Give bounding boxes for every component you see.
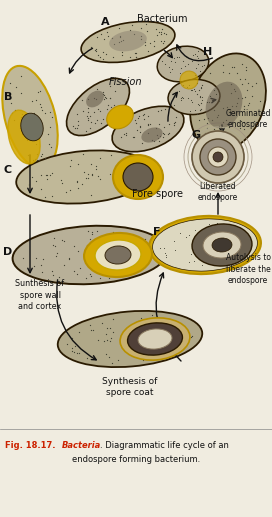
Text: Germinated
endospore: Germinated endospore <box>225 109 271 129</box>
Ellipse shape <box>149 216 261 274</box>
Ellipse shape <box>67 79 129 135</box>
Text: D: D <box>3 247 13 257</box>
Ellipse shape <box>13 226 167 284</box>
Ellipse shape <box>8 110 40 164</box>
Text: . Diagrammatic life cycle of an: . Diagrammatic life cycle of an <box>100 440 229 449</box>
Circle shape <box>208 147 228 167</box>
Ellipse shape <box>206 82 242 128</box>
Ellipse shape <box>16 150 154 204</box>
Ellipse shape <box>112 107 184 152</box>
Text: Fission: Fission <box>108 77 142 87</box>
Ellipse shape <box>2 66 58 168</box>
Ellipse shape <box>190 53 266 150</box>
Text: Synthesis of
spore coat: Synthesis of spore coat <box>102 377 158 397</box>
Ellipse shape <box>95 240 141 270</box>
Ellipse shape <box>86 90 104 108</box>
Ellipse shape <box>58 311 202 367</box>
Ellipse shape <box>105 246 131 264</box>
Ellipse shape <box>180 71 198 89</box>
Ellipse shape <box>109 31 147 51</box>
Ellipse shape <box>141 127 163 143</box>
Text: F: F <box>153 227 161 237</box>
Text: Fore spore: Fore spore <box>132 189 184 199</box>
Text: A: A <box>101 17 109 27</box>
Text: Liberated
endospore: Liberated endospore <box>198 182 238 202</box>
Ellipse shape <box>113 155 163 199</box>
Ellipse shape <box>128 323 183 355</box>
Text: H: H <box>203 47 213 57</box>
Circle shape <box>213 152 223 162</box>
Text: G: G <box>191 130 200 140</box>
Ellipse shape <box>81 22 175 63</box>
Text: endospore forming bacterium.: endospore forming bacterium. <box>72 454 200 464</box>
Text: Bacteria: Bacteria <box>62 440 101 449</box>
Ellipse shape <box>120 318 190 360</box>
Ellipse shape <box>157 46 209 82</box>
Text: Autolysis to
liberate the
endospore: Autolysis to liberate the endospore <box>225 253 270 284</box>
Circle shape <box>200 139 236 175</box>
Ellipse shape <box>192 224 252 266</box>
Text: Sunthesis of
spore wall
and cortex: Sunthesis of spore wall and cortex <box>16 279 64 311</box>
Ellipse shape <box>138 329 172 349</box>
Text: C: C <box>4 165 12 175</box>
Ellipse shape <box>84 233 152 277</box>
Text: Bacterium: Bacterium <box>137 14 187 24</box>
Ellipse shape <box>107 105 133 129</box>
Ellipse shape <box>168 80 220 115</box>
Ellipse shape <box>21 113 43 141</box>
Ellipse shape <box>123 163 153 191</box>
Text: Fig. 18.17.: Fig. 18.17. <box>5 440 55 449</box>
Ellipse shape <box>212 238 232 252</box>
Ellipse shape <box>203 232 241 258</box>
Ellipse shape <box>153 219 257 271</box>
Text: B: B <box>4 92 12 102</box>
Circle shape <box>192 131 244 183</box>
